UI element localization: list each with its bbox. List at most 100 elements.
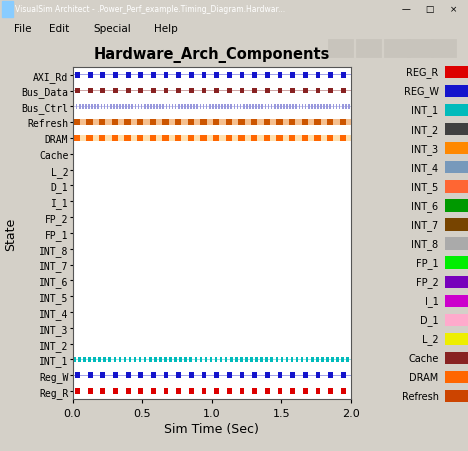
Bar xyxy=(249,105,251,110)
Bar xyxy=(271,357,273,363)
Bar xyxy=(139,357,141,363)
Bar xyxy=(280,105,282,110)
Bar xyxy=(215,105,217,110)
Text: FP_1: FP_1 xyxy=(416,258,439,268)
Bar xyxy=(76,105,78,110)
Bar xyxy=(113,388,118,394)
Bar xyxy=(251,120,257,126)
Bar xyxy=(263,136,270,142)
Bar xyxy=(107,105,109,110)
Bar xyxy=(227,373,232,378)
Bar xyxy=(340,120,346,126)
Bar xyxy=(141,105,142,110)
Bar xyxy=(341,373,346,378)
Bar xyxy=(97,105,99,110)
Bar xyxy=(112,136,118,142)
Bar xyxy=(445,295,468,308)
Bar xyxy=(113,73,118,78)
Bar xyxy=(151,373,156,378)
Bar xyxy=(189,373,194,378)
Bar xyxy=(225,357,227,363)
Bar xyxy=(144,357,146,363)
Bar xyxy=(301,357,303,363)
Bar xyxy=(240,388,244,394)
Bar xyxy=(164,357,167,363)
Bar xyxy=(122,105,124,110)
Bar xyxy=(189,73,194,78)
Bar xyxy=(209,105,211,110)
Text: D_1: D_1 xyxy=(420,315,439,326)
Bar xyxy=(221,105,223,110)
Bar xyxy=(74,120,80,126)
Bar xyxy=(164,73,168,78)
Bar xyxy=(153,105,155,110)
Bar xyxy=(213,136,219,142)
Bar xyxy=(234,105,235,110)
Bar xyxy=(124,136,131,142)
Bar xyxy=(311,105,313,110)
Bar xyxy=(101,73,105,78)
Bar xyxy=(296,357,298,363)
Bar xyxy=(251,136,257,142)
Bar xyxy=(277,105,278,110)
Text: Cache: Cache xyxy=(408,353,439,364)
Bar xyxy=(193,105,195,110)
Bar xyxy=(445,371,468,383)
Bar xyxy=(290,88,295,94)
Bar xyxy=(176,388,181,394)
Text: VisualSim Architect - .Power_Perf_example.Timing_Diagram.Hardwar...: VisualSim Architect - .Power_Perf_exampl… xyxy=(15,5,285,14)
Bar xyxy=(73,357,75,363)
Bar xyxy=(303,388,308,394)
Bar xyxy=(238,120,245,126)
Bar xyxy=(327,120,333,126)
Bar xyxy=(262,105,263,110)
Bar xyxy=(206,105,207,110)
Bar xyxy=(88,88,93,94)
Bar xyxy=(88,73,93,78)
Bar xyxy=(237,105,238,110)
Bar xyxy=(190,105,192,110)
Bar xyxy=(271,105,272,110)
Bar xyxy=(179,357,182,363)
Bar xyxy=(240,73,244,78)
Bar xyxy=(137,136,143,142)
Text: Special: Special xyxy=(94,24,132,34)
Bar xyxy=(103,357,106,363)
Bar xyxy=(250,357,253,363)
Bar xyxy=(74,136,80,142)
Bar xyxy=(93,357,96,363)
Bar xyxy=(252,73,257,78)
Text: I_1: I_1 xyxy=(424,296,439,307)
Bar xyxy=(176,88,181,94)
Bar xyxy=(285,357,288,363)
Bar xyxy=(75,88,80,94)
Bar xyxy=(345,105,347,110)
Bar xyxy=(150,136,156,142)
Bar xyxy=(305,105,307,110)
Bar xyxy=(88,105,90,110)
Text: Help: Help xyxy=(154,24,178,34)
Bar xyxy=(184,357,187,363)
Bar xyxy=(99,120,105,126)
Text: INT_6: INT_6 xyxy=(411,201,439,212)
Bar xyxy=(126,373,131,378)
Bar xyxy=(316,357,319,363)
Bar xyxy=(328,73,333,78)
Bar xyxy=(274,105,276,110)
Bar xyxy=(255,105,257,110)
Bar xyxy=(220,357,222,363)
Bar xyxy=(299,105,300,110)
Bar xyxy=(303,88,308,94)
Bar xyxy=(227,88,232,94)
Bar xyxy=(445,86,468,98)
Bar xyxy=(200,120,207,126)
Bar xyxy=(91,105,93,110)
Bar xyxy=(214,373,219,378)
Bar xyxy=(265,88,270,94)
Bar xyxy=(87,120,93,126)
Bar xyxy=(214,388,219,394)
Bar xyxy=(315,88,321,94)
Bar xyxy=(137,120,143,126)
Text: □: □ xyxy=(423,5,437,14)
Bar xyxy=(445,390,468,403)
